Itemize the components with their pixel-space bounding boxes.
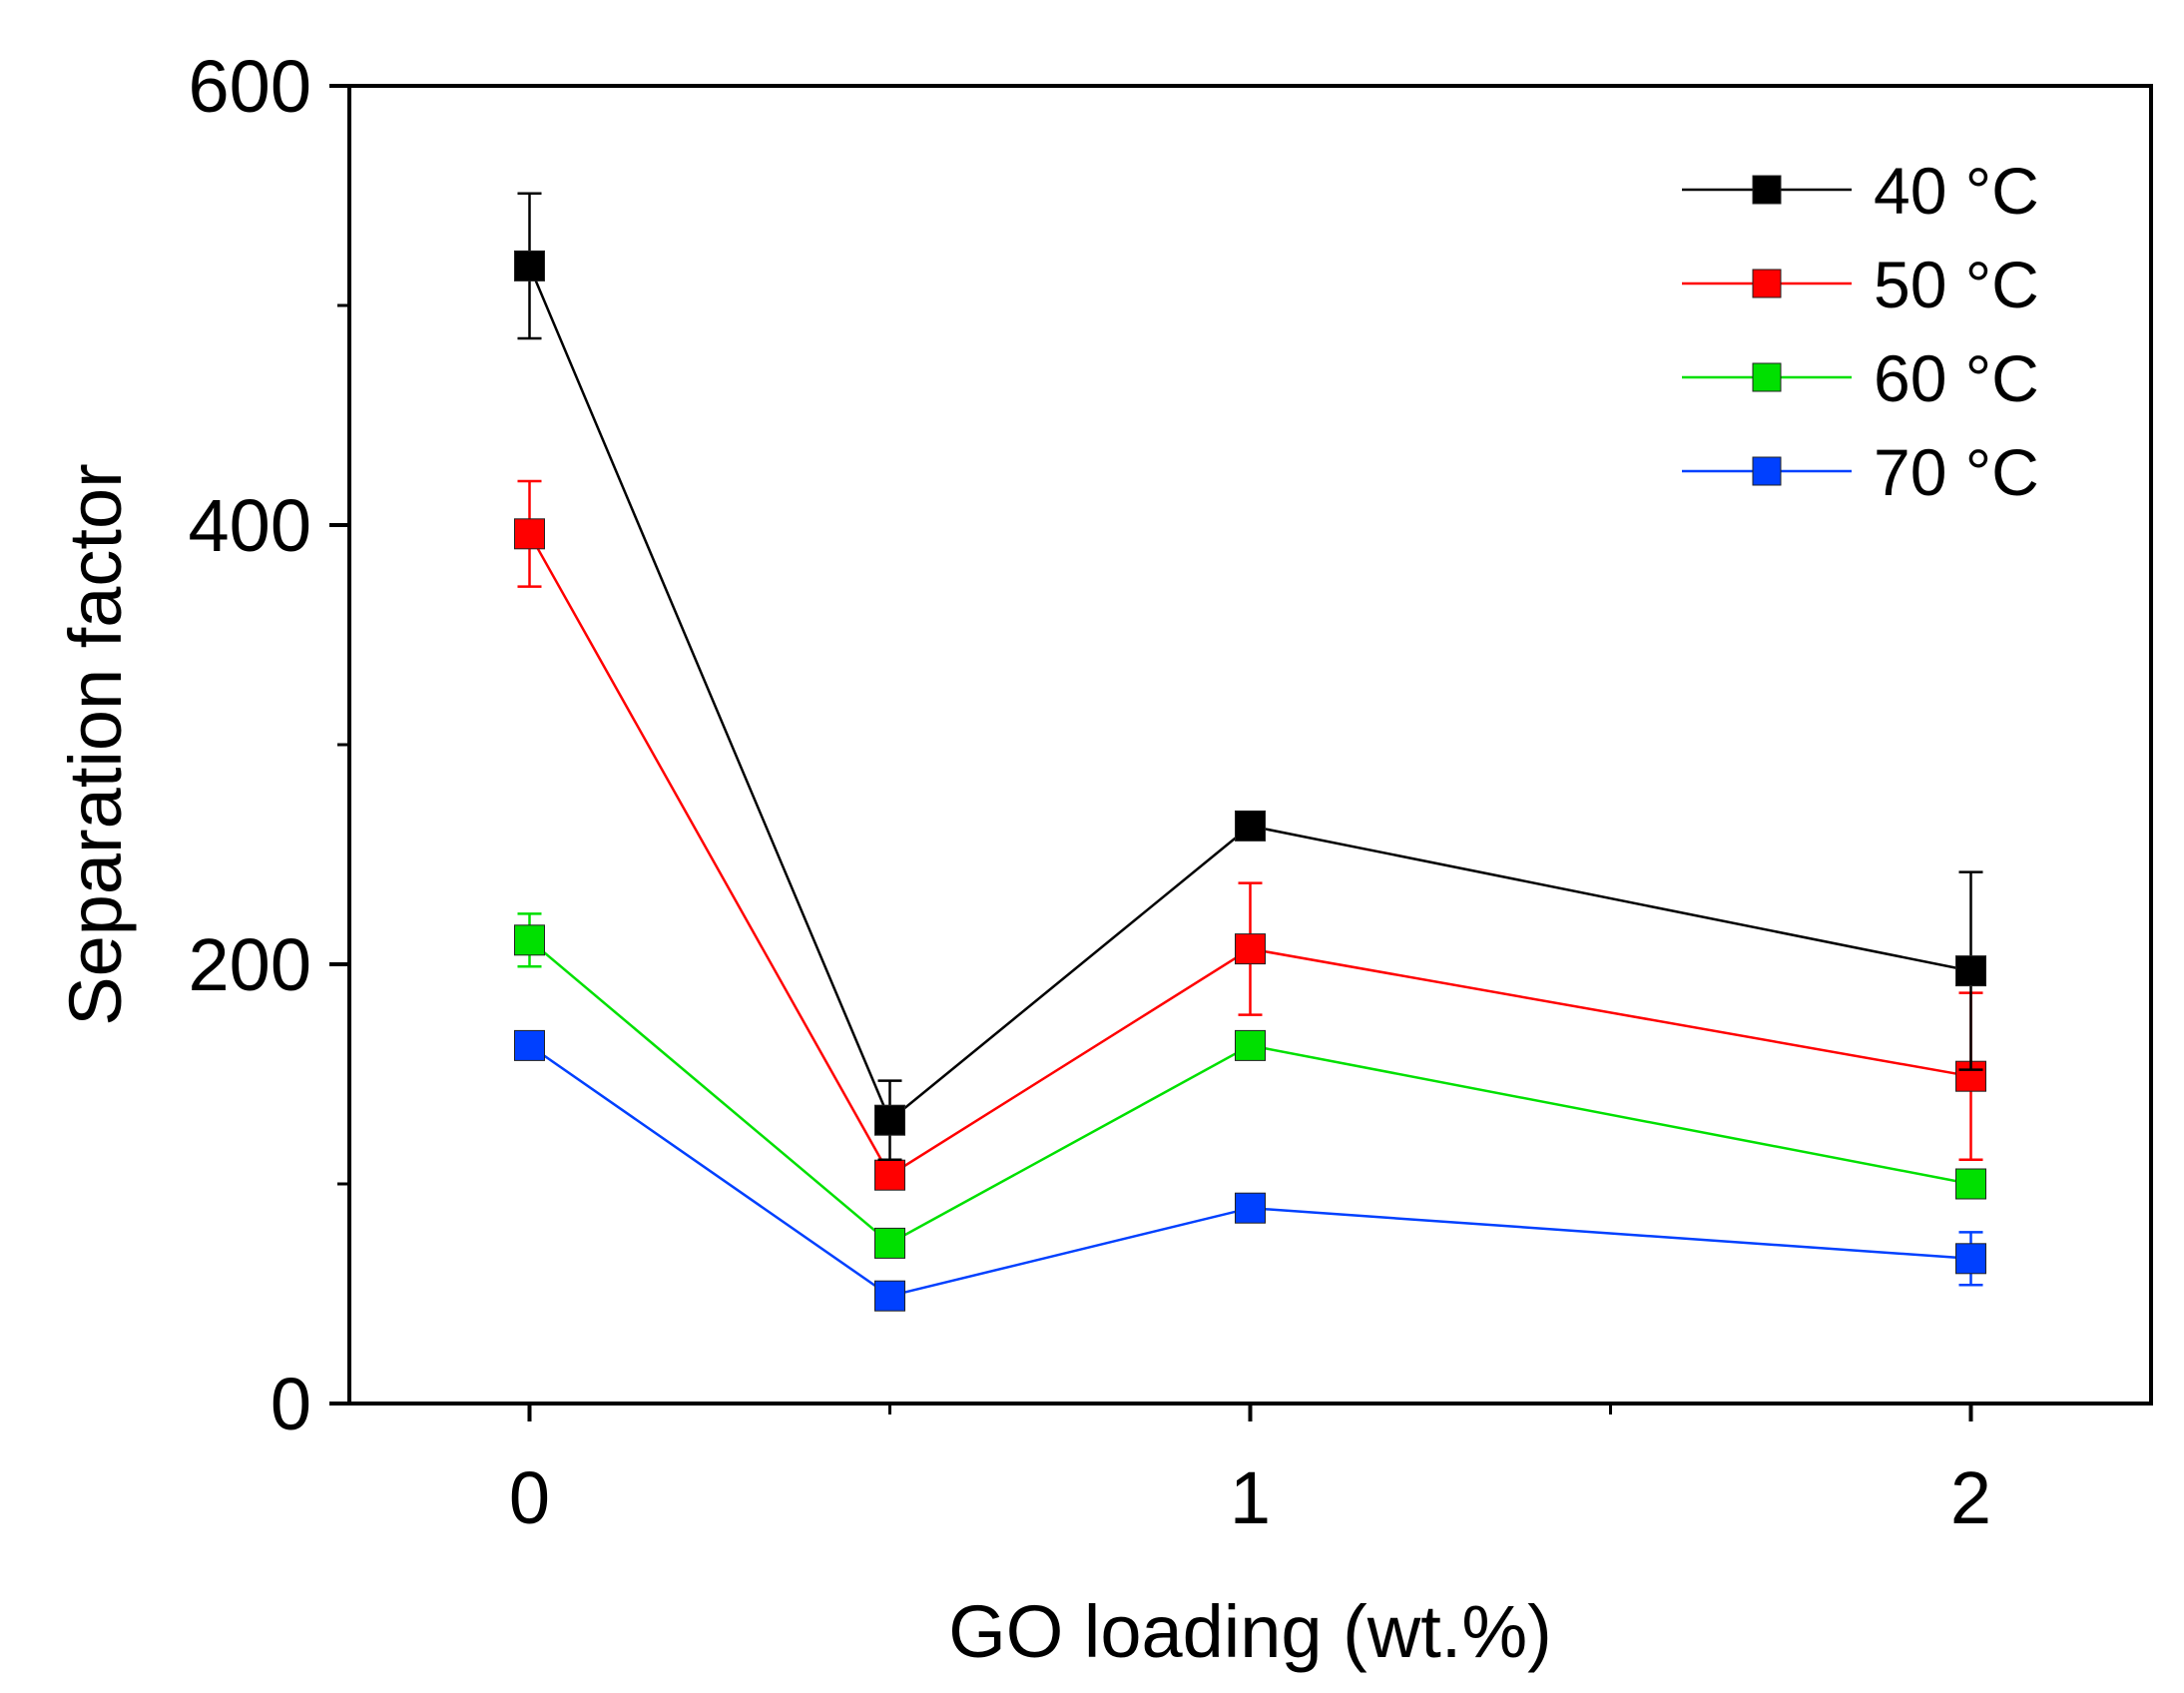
legend-marker-70-c: [1752, 456, 1782, 486]
legend-item-40-c: 40 °C: [1682, 154, 2039, 228]
series-line-60-c: [528, 938, 1971, 1245]
series-line-40-c: [528, 265, 1971, 1123]
legend-label-40-c: 40 °C: [1874, 154, 2039, 228]
x-tick-label-1: 1: [1230, 1456, 1271, 1539]
legend-marker-50-c: [1752, 269, 1782, 298]
series-60-c: [514, 912, 1986, 1259]
series-layer: [514, 192, 1986, 1312]
data-point-70-c-0: [514, 1029, 545, 1061]
y-axis: 0 200 400 600: [189, 45, 349, 1445]
x-tick-label-0: 0: [509, 1456, 550, 1539]
data-point-60-c-2: [1235, 1029, 1266, 1061]
series-line-70-c: [528, 1044, 1971, 1298]
data-point-50-c-2: [1235, 933, 1266, 965]
y-axis-title: Separation factor: [54, 463, 137, 1026]
x-axis-title: GO loading (wt.%): [948, 1590, 1552, 1673]
y-tick-label-0: 0: [271, 1363, 311, 1445]
legend-item-70-c: 70 °C: [1682, 435, 2039, 509]
legend-label-60-c: 60 °C: [1874, 341, 2039, 415]
x-axis: 0 1 2: [509, 1404, 1991, 1539]
data-point-60-c-3: [1955, 1168, 1986, 1200]
data-point-60-c-1: [874, 1227, 905, 1259]
y-tick-label-1: 200: [189, 923, 311, 1006]
data-point-40-c-2: [1235, 810, 1266, 842]
legend-item-50-c: 50 °C: [1682, 248, 2039, 321]
legend-marker-40-c: [1752, 175, 1782, 205]
data-point-50-c-1: [874, 1159, 905, 1191]
data-point-70-c-2: [1235, 1192, 1266, 1224]
data-point-40-c-1: [874, 1104, 905, 1136]
legend-item-60-c: 60 °C: [1682, 341, 2039, 415]
data-point-70-c-3: [1955, 1243, 1986, 1275]
data-point-70-c-1: [874, 1280, 905, 1312]
data-point-60-c-0: [514, 924, 545, 956]
series-50-c: [514, 479, 1986, 1191]
legend-label-70-c: 70 °C: [1874, 435, 2039, 509]
data-point-40-c-0: [514, 250, 545, 282]
y-tick-label-3: 600: [189, 45, 311, 128]
y-tick-label-2: 400: [189, 484, 311, 567]
legend: 40 °C 50 °C 60 °C 70 °C: [1682, 154, 2039, 509]
series-line-50-c: [528, 533, 1971, 1177]
x-tick-label-2: 2: [1950, 1456, 1991, 1539]
series-40-c: [514, 192, 1986, 1162]
legend-label-50-c: 50 °C: [1874, 248, 2039, 321]
legend-marker-60-c: [1752, 362, 1782, 392]
data-point-40-c-3: [1955, 955, 1986, 987]
data-point-50-c-0: [514, 518, 545, 550]
series-70-c: [514, 1029, 1986, 1312]
